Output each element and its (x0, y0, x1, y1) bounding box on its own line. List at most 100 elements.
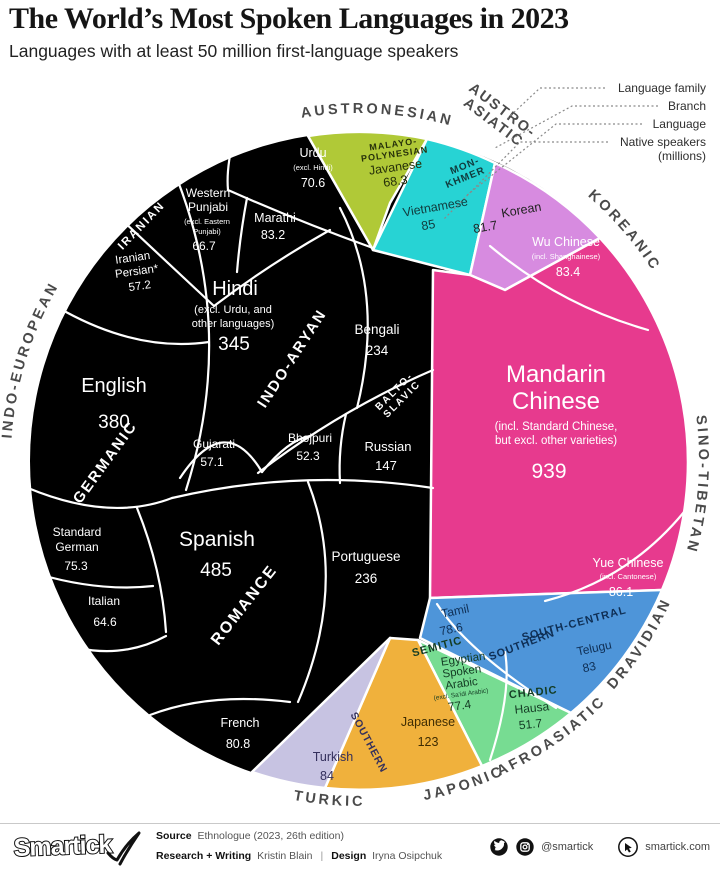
legend: Language family Branch Language Native s… (442, 81, 706, 221)
cursor-icon[interactable] (617, 836, 639, 858)
language-label-mandarin-1: Mandarin (506, 361, 606, 388)
credits-divider: | (320, 850, 324, 862)
boundary-gujarati-bhojpuri (260, 434, 312, 474)
language-value-french: 80.8 (226, 737, 250, 751)
boundary-bengali-russian (256, 368, 435, 475)
design-label: Design (331, 850, 367, 862)
language-value-hindi: 345 (218, 334, 250, 355)
boundary-iranian (120, 218, 216, 308)
boundary-bhojpuri-russian (338, 412, 348, 485)
language-value-vietnamese: 85 (420, 217, 436, 233)
language-qualifier-western-punjabi-2: Punjabi) (193, 227, 221, 236)
boundary-hindi-bengali (338, 206, 369, 410)
language-value-bengali: 234 (366, 343, 389, 358)
boundary-yue-mandarin (543, 510, 686, 603)
language-value-italian: 64.6 (93, 615, 117, 629)
language-label-german-2: German (55, 540, 98, 554)
website-link[interactable]: smartick.com (645, 841, 710, 853)
language-qualifier-yue: (incl. Cantonese) (600, 572, 657, 581)
legend-item-language-family: Language family (618, 81, 706, 95)
language-label-italian: Italian (88, 594, 120, 608)
language-value-western-punjabi: 66.7 (192, 239, 216, 253)
language-value-hausa: 51.7 (518, 716, 543, 732)
logo-text: Smartick (13, 831, 113, 862)
language-label-western-punjabi-1: Western (186, 186, 230, 200)
footer-social: @smartick smartick.com (489, 836, 710, 858)
smartick-logo: Smartick (12, 830, 141, 866)
boundary-spanish-portuguese (296, 480, 327, 704)
boundary-punjabi-marathi (235, 196, 249, 274)
boundary-tamil-telugu (435, 602, 558, 710)
leader-language-family (507, 87, 605, 119)
legend-item-millions: (millions) (658, 149, 706, 163)
language-label-western-punjabi-2: Punjabi (188, 200, 228, 214)
boundary-germanic-romance (135, 506, 168, 634)
logo-swoosh-icon (106, 831, 141, 866)
language-label-tamil: Tamil (440, 601, 470, 621)
boundary-urdu (226, 135, 375, 250)
language-qualifier-hindi-2: other languages) (192, 318, 275, 330)
language-label-spanish: Spanish (179, 528, 255, 551)
language-value-yue: 86.1 (609, 585, 633, 599)
source-label: Source (156, 830, 192, 843)
family-label-austronesian: AUSTRONESIAN (300, 101, 455, 130)
leader-branch (494, 105, 658, 149)
footer-credits: Source Ethnologue (2023, 26th edition) R… (156, 827, 442, 867)
svg-text:Arabic: Arabic (445, 676, 479, 692)
cell-labels-korean: Korean 81.7 (472, 200, 542, 236)
language-value-portuguese: 236 (355, 571, 378, 586)
svg-text:Iranian: Iranian (115, 250, 151, 267)
language-value-telugu: 83 (581, 659, 597, 676)
language-value-german: 75.3 (64, 559, 88, 573)
language-label-yue: Yue Chinese (593, 556, 664, 570)
svg-text:57.2: 57.2 (128, 279, 152, 294)
boundary-marathi-hindi (212, 228, 332, 308)
twitter-icon[interactable] (489, 837, 509, 857)
instagram-icon[interactable] (515, 837, 535, 857)
language-label-hausa: Hausa (514, 699, 550, 717)
language-value-marathi: 83.2 (261, 228, 285, 242)
language-label-russian: Russian (365, 439, 412, 454)
language-label-mandarin-2: Chinese (512, 388, 600, 415)
language-value-wu: 83.4 (556, 265, 580, 279)
boundary-italian-french (76, 634, 168, 653)
svg-text:77.4: 77.4 (447, 697, 472, 714)
social-handle[interactable]: @smartick (541, 841, 594, 853)
language-value-spanish: 485 (200, 560, 232, 581)
boundary-iranian-persian-english (64, 310, 211, 346)
region-austroasiatic-vietnamese (371, 137, 497, 277)
language-label-english: English (81, 375, 147, 397)
region-turkic-turkish (250, 636, 392, 790)
svg-text:Spoken: Spoken (442, 663, 482, 680)
boundary-wu-mandarin (488, 244, 650, 332)
family-label-turkic: TURKIC (292, 788, 365, 810)
language-label-bengali: Bengali (354, 322, 399, 337)
language-label-gujarati: Gujarati (193, 437, 235, 451)
language-value-javanese: 68.3 (382, 173, 408, 190)
language-label-wu: Wu Chinese (532, 235, 600, 249)
language-value-bhojpuri: 52.3 (296, 449, 320, 463)
language-label-iranian-persian: Iranian Persian* 57.2 (114, 250, 159, 294)
language-qualifier-mandarin-1: (incl. Standard Chinese, (495, 421, 618, 433)
header: The World’s Most Spoken Languages in 202… (9, 2, 714, 62)
legend-item-native-speakers: Native speakers (620, 135, 706, 149)
language-qualifier-western-punjabi-1: (excl. Eastern (184, 217, 230, 226)
footer: Smartick Source Ethnologue (2023, 26th e… (0, 823, 720, 870)
boundary-gujarati (178, 441, 264, 480)
language-label-marathi: Marathi (254, 211, 296, 225)
branch-label-chadic: CHADIC (508, 684, 558, 701)
source-value: Ethnologue (2023, 26th edition) (197, 830, 344, 843)
language-qualifier-urdu: (excl. Hindi) (293, 163, 333, 172)
language-value-korean: 81.7 (472, 218, 498, 236)
boundary-english-bottom (26, 486, 174, 509)
language-value-english: 380 (98, 412, 130, 433)
cell-boundaries (26, 135, 686, 762)
boundary-english-hindi (166, 155, 211, 492)
language-treemap-chart: INDO-EUROPEAN AUSTRONESIAN KOREANIC SINO… (0, 80, 708, 810)
language-value-urdu: 70.6 (301, 176, 325, 190)
language-qualifier-mandarin-2: but excl. other varieties) (495, 435, 617, 447)
design-value: Iryna Osipchuk (372, 850, 443, 862)
leader-language (465, 123, 642, 197)
language-value-tamil: 78.6 (438, 620, 464, 639)
language-value-turkish: 84 (320, 769, 334, 783)
